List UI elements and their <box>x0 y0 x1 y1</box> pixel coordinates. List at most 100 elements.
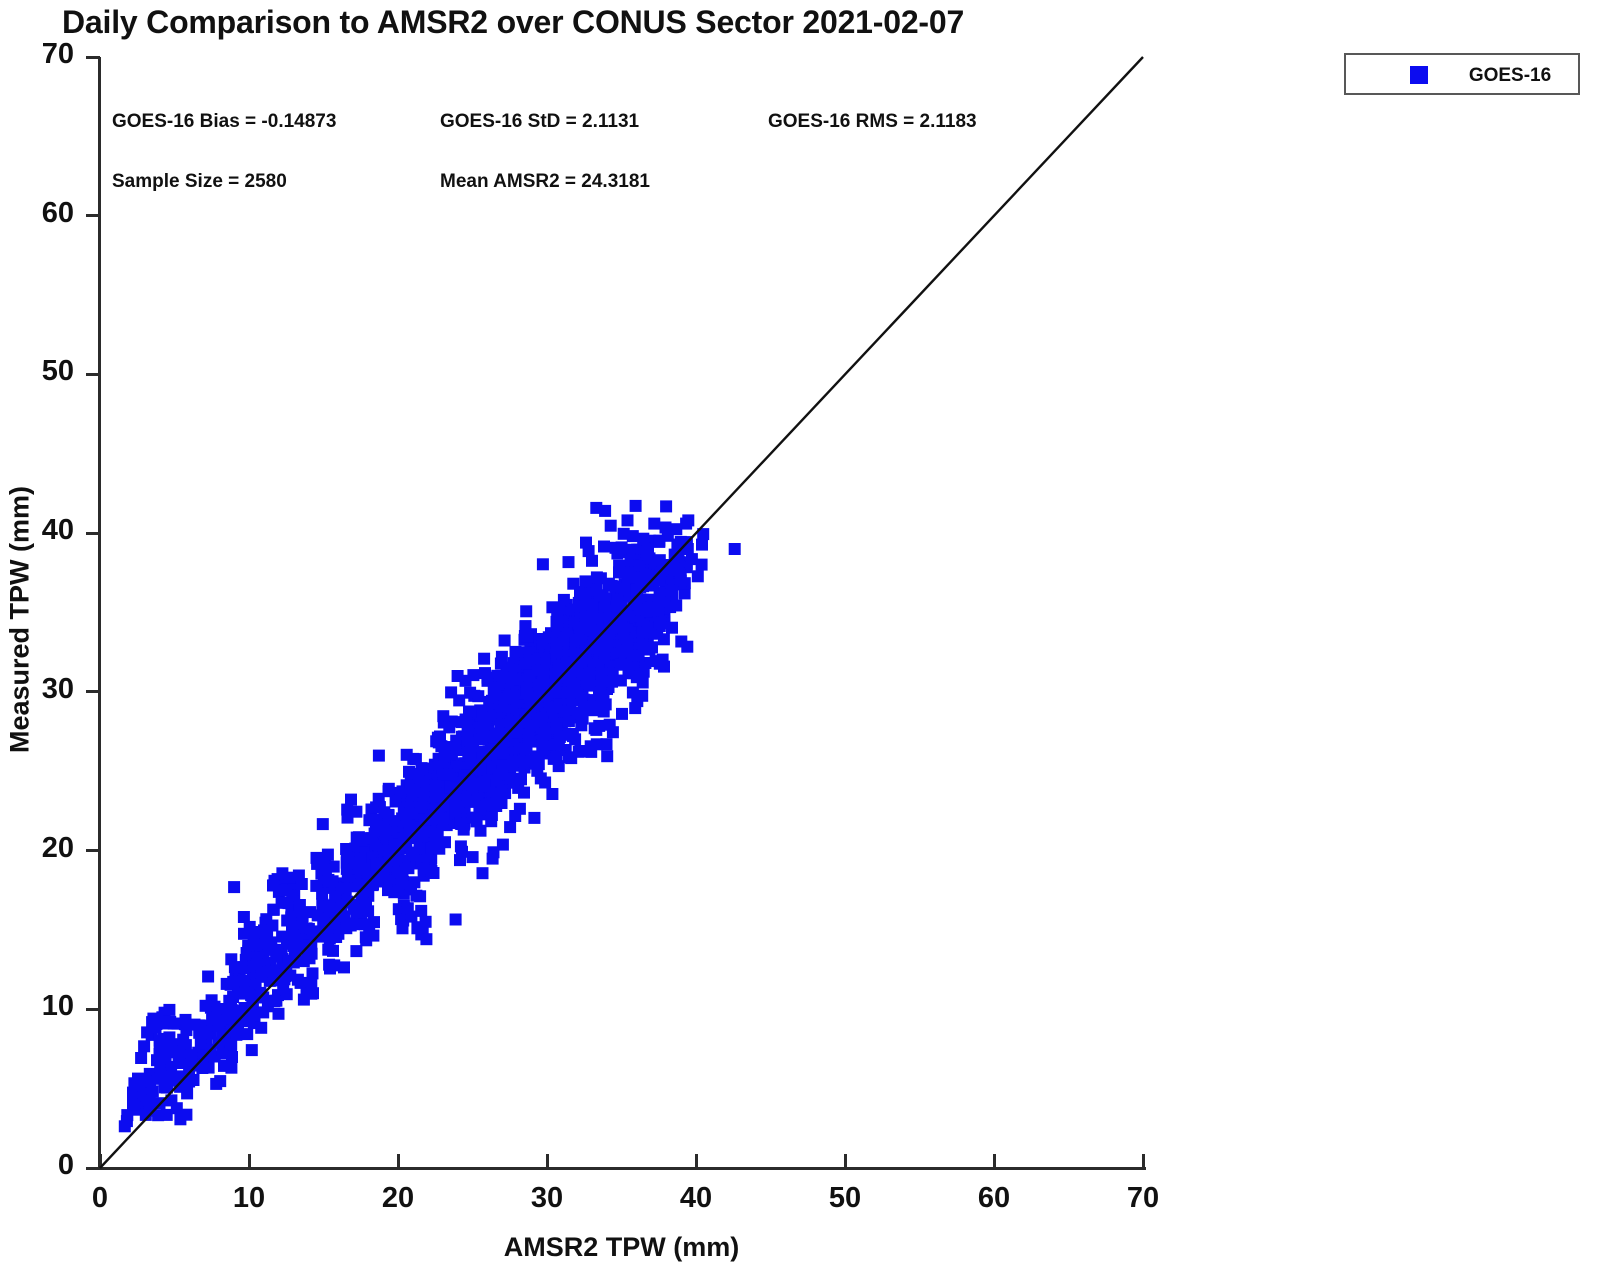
annotation-sample-size: Sample Size = 2580 <box>112 171 287 192</box>
annotation-rms: GOES-16 RMS = 2.1183 <box>768 111 977 132</box>
data-point <box>236 1015 249 1028</box>
data-point <box>646 641 658 654</box>
data-point <box>513 802 526 815</box>
data-point <box>575 719 588 732</box>
data-point <box>196 1062 209 1074</box>
data-point <box>379 824 392 837</box>
data-point <box>306 967 319 980</box>
data-point <box>464 686 477 699</box>
data-point <box>155 1052 167 1065</box>
data-point-outlier <box>228 881 241 894</box>
data-point <box>241 1028 254 1041</box>
x-tick-label-10: 10 <box>232 1182 266 1214</box>
data-point <box>434 730 446 743</box>
data-point <box>218 1059 230 1072</box>
data-point <box>237 974 250 987</box>
data-point <box>653 535 666 548</box>
legend-swatch-goes-16 <box>1410 66 1428 84</box>
data-point <box>464 745 477 758</box>
data-point <box>579 575 592 588</box>
data-point <box>245 989 258 1002</box>
data-point <box>163 1003 176 1016</box>
data-point <box>237 911 250 923</box>
data-point-outlier <box>451 670 464 682</box>
data-point <box>631 571 644 584</box>
data-point <box>564 728 576 741</box>
data-point <box>485 815 498 828</box>
one-to-one-reference-line <box>99 56 1144 1169</box>
y-tick-20 <box>86 849 100 853</box>
data-point <box>355 834 368 847</box>
data-point <box>486 852 499 865</box>
data-point <box>659 521 672 534</box>
data-point <box>579 590 592 602</box>
x-tick-40 <box>694 1154 698 1168</box>
data-point <box>316 818 329 831</box>
data-point <box>595 675 608 688</box>
data-point <box>523 669 536 682</box>
data-point <box>585 745 598 758</box>
data-point <box>138 1040 151 1053</box>
data-point <box>569 635 582 648</box>
data-point <box>449 799 462 811</box>
data-point <box>552 760 565 773</box>
data-point <box>133 1079 146 1092</box>
data-point <box>327 944 339 957</box>
data-point <box>695 558 708 571</box>
data-point <box>165 1094 178 1107</box>
data-point <box>473 778 486 791</box>
data-point <box>294 976 307 989</box>
data-point <box>454 854 466 867</box>
data-point <box>562 556 575 569</box>
data-point <box>674 574 687 587</box>
data-point <box>461 724 474 737</box>
data-point <box>604 519 617 532</box>
data-point <box>143 1094 156 1107</box>
data-point <box>317 857 330 870</box>
data-point <box>407 752 420 765</box>
x-axis-spine <box>98 1167 1146 1170</box>
data-point <box>340 922 353 935</box>
data-point <box>463 705 475 718</box>
data-point <box>276 867 289 880</box>
y-tick-70 <box>86 55 100 59</box>
data-point <box>496 742 509 754</box>
data-point <box>322 873 335 886</box>
data-point <box>509 645 522 658</box>
data-point <box>246 995 259 1008</box>
data-point <box>508 689 521 702</box>
data-point <box>185 1049 198 1062</box>
data-point <box>680 517 693 530</box>
data-point <box>593 719 606 732</box>
data-point <box>230 1028 243 1041</box>
data-point <box>257 1006 270 1019</box>
data-point <box>225 1038 238 1051</box>
data-point <box>250 958 263 971</box>
data-point <box>177 1033 190 1046</box>
y-tick-label-60: 60 <box>41 196 74 229</box>
data-point <box>243 920 256 933</box>
x-axis-title: AMSR2 TPW (mm) <box>503 1232 740 1262</box>
data-point <box>696 538 708 551</box>
data-point <box>670 523 683 536</box>
data-point <box>405 910 418 923</box>
annotation-std: GOES-16 StD = 2.1131 <box>440 111 640 132</box>
data-point <box>489 682 502 694</box>
y-tick-30 <box>86 690 100 694</box>
data-point <box>305 978 318 990</box>
data-point <box>353 903 365 916</box>
data-point <box>536 739 549 752</box>
y-tick-50 <box>86 372 100 376</box>
data-point <box>600 738 613 751</box>
data-point <box>569 646 582 659</box>
data-point <box>177 1070 189 1083</box>
data-point-outlier <box>171 1017 184 1030</box>
data-point <box>227 975 240 988</box>
y-tick-10 <box>86 1007 100 1011</box>
data-point <box>657 633 670 646</box>
data-point <box>284 969 297 982</box>
legend[interactable]: GOES-16 <box>1344 53 1580 95</box>
data-point <box>340 851 353 864</box>
data-point <box>546 788 559 800</box>
data-point <box>606 726 619 739</box>
